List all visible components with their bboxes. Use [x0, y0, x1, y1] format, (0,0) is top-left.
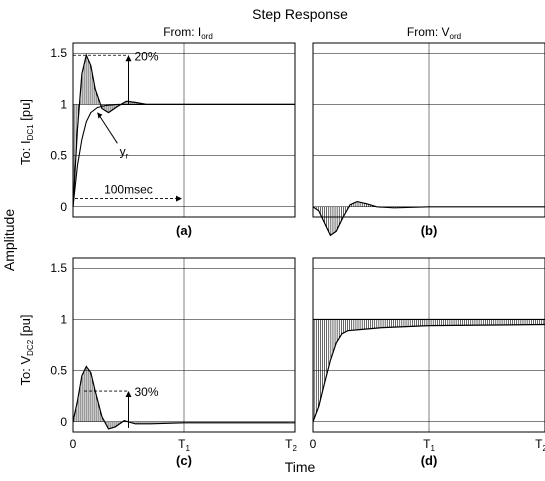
column-title-iord: From: Iord	[163, 25, 213, 41]
y-tick-label: 0	[60, 415, 67, 429]
y-tick-label: 0	[60, 200, 67, 214]
panel-label: (c)	[176, 453, 192, 468]
x-tick-label: 0	[310, 437, 317, 451]
column-title-vord: From: Vord	[407, 25, 461, 41]
y-tick-label: 1.5	[50, 261, 67, 275]
panel-2: 0 0.5 1 1.5 0 T1 T2 (c) 30%	[50, 257, 297, 468]
yr-label: yr	[120, 145, 129, 161]
x-tick-label: T1	[178, 437, 190, 453]
panel-label: (d)	[421, 453, 438, 468]
panel-3: 0 T1 T2 (d)	[310, 257, 545, 468]
arrow-head	[97, 112, 103, 119]
x-tick-label: 0	[70, 437, 77, 451]
figure-title: Step Response	[252, 6, 348, 22]
arrow-head	[176, 195, 182, 202]
x-axis-label: Time	[285, 459, 316, 475]
y-tick-label: 1	[60, 97, 67, 111]
panel-label: (a)	[176, 223, 192, 238]
overshoot-label: 20%	[135, 49, 159, 63]
series-line-1	[72, 103, 295, 207]
time-label: 100msec	[104, 183, 153, 197]
row-label-idc1: To: IDC1 [pu]	[18, 99, 35, 165]
x-tick-label: T2	[535, 437, 545, 453]
row-label-vdc2: To: VDC2 [pu]	[18, 315, 35, 386]
panel-label: (b)	[421, 223, 438, 238]
y-tick-label: 1.5	[50, 46, 67, 60]
y-tick-label: 0.5	[50, 364, 67, 378]
arrow-head	[125, 55, 132, 62]
series-line-0	[312, 200, 545, 237]
arrow-head	[125, 391, 132, 398]
series-line-0	[312, 323, 545, 423]
y-axis-label: Amplitude	[1, 209, 17, 271]
x-tick-label: T2	[285, 437, 297, 453]
x-tick-label: T1	[423, 437, 435, 453]
panel-1: (b)	[312, 42, 545, 238]
yr-pointer	[97, 112, 118, 144]
y-tick-label: 1	[60, 312, 67, 326]
overshoot-label: 30%	[135, 385, 159, 399]
y-tick-label: 0.5	[50, 149, 67, 163]
series-line-0	[72, 365, 295, 430]
panel-0: 0 0.5 1 1.5 (a) 20% 100msec yr	[50, 42, 296, 238]
